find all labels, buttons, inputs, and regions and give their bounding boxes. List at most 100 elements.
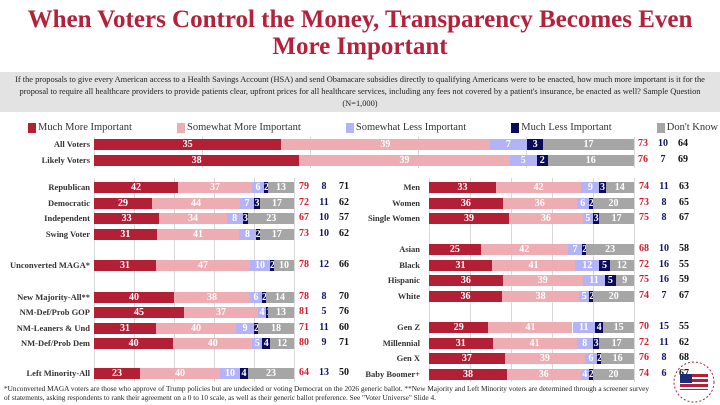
row-total: 55 xyxy=(679,321,689,332)
row-total: 62 xyxy=(339,228,349,239)
row-total: 81 xyxy=(299,306,309,317)
bar-segment-somewhat-more-important: 36 xyxy=(506,369,581,380)
row-total: 73 xyxy=(639,197,649,208)
row-total: 16 xyxy=(659,274,669,285)
row-label: Republican xyxy=(48,182,90,192)
row-label: Unconverted MAGA* xyxy=(9,260,90,270)
row-total: 73 xyxy=(299,228,309,239)
bar-segment-don-t-know: 16 xyxy=(601,353,634,364)
row-label: New Majority-All** xyxy=(17,292,90,302)
row-total: 73 xyxy=(638,138,648,149)
row-label: NM-Def/Prob Dem xyxy=(20,338,90,348)
bar-segment-much-less-important: 2 xyxy=(262,292,266,303)
bar-segment-somewhat-more-important: 41 xyxy=(488,322,573,333)
footnote: *Unconverted MAGA voters are those who a… xyxy=(4,384,649,402)
legend-item: Don't Know xyxy=(656,122,718,133)
bar-segment-much-more-important: 31 xyxy=(429,260,492,271)
row-total: 7 xyxy=(661,290,667,301)
bar-segment-somewhat-more-important: 42 xyxy=(495,182,582,193)
row-total: 79 xyxy=(299,181,309,192)
chart-legend: Much More Important Somewhat More Importa… xyxy=(28,122,718,133)
row-total: 59 xyxy=(679,274,689,285)
gridline xyxy=(294,178,295,382)
row-label: Likely Voters xyxy=(41,155,90,165)
bar-segment-somewhat-less-important: 5 xyxy=(252,338,263,349)
bar-segment-somewhat-more-important: 40 xyxy=(156,323,236,334)
legend-label: Don't Know xyxy=(666,122,718,133)
bar-segment-somewhat-more-important: 41 xyxy=(156,229,240,240)
bar-segment-somewhat-less-important: 5 xyxy=(509,155,537,166)
question-text: If the proposals to give every American … xyxy=(0,72,720,112)
gridline xyxy=(134,178,135,382)
bar-segment-much-more-important: 29 xyxy=(94,198,152,209)
bar-segment-much-more-important: 38 xyxy=(94,155,300,166)
bar-segment-much-less-important: 3 xyxy=(593,338,600,349)
row-label: Baby Boomer+ xyxy=(365,369,420,379)
bar-segment-much-less-important: 2 xyxy=(270,260,274,271)
row-total: 70 xyxy=(639,321,649,332)
bar-segment-much-more-important: 36 xyxy=(429,291,503,302)
bar-segment-somewhat-more-important: 39 xyxy=(504,353,585,364)
bar-segment-somewhat-more-important: 36 xyxy=(502,198,577,209)
bar-segment-don-t-know: 17 xyxy=(259,229,294,240)
row-total: 74 xyxy=(639,368,649,379)
bar-segment-much-more-important: 31 xyxy=(94,229,157,240)
bar-segment-somewhat-less-important: 6 xyxy=(250,292,262,303)
bar-segment-don-t-know: 23 xyxy=(248,368,294,379)
row-total: 15 xyxy=(659,321,669,332)
row-total: 76 xyxy=(339,306,349,317)
gridline xyxy=(254,178,255,382)
row-label: Black xyxy=(399,260,420,270)
bar-segment-don-t-know: 17 xyxy=(260,198,294,209)
bar-segment-much-less-important: 2 xyxy=(264,182,268,193)
legend-label: Somewhat More Important xyxy=(187,122,301,133)
row-label: White xyxy=(397,291,420,301)
row-total: 62 xyxy=(339,197,349,208)
bar-segment-much-more-important: 36 xyxy=(429,275,503,286)
row-total: 71 xyxy=(299,322,309,333)
gridline xyxy=(94,178,95,382)
bar-segment-somewhat-less-important: 6 xyxy=(252,182,264,193)
row-total: 68 xyxy=(639,243,649,254)
bar-segment-much-more-important: 37 xyxy=(429,353,505,364)
row-total: 67 xyxy=(299,212,309,223)
bar-segment-somewhat-less-important: 10 xyxy=(250,260,270,271)
bar-segment-don-t-know: 17 xyxy=(599,338,634,349)
row-total: 75 xyxy=(639,274,649,285)
row-total: 11 xyxy=(659,337,669,348)
row-total: 16 xyxy=(659,259,669,270)
row-label: Swing Voter xyxy=(45,229,90,239)
bar-segment-much-less-important: 2 xyxy=(254,323,258,334)
row-total: 65 xyxy=(679,197,689,208)
bar-segment-much-more-important: 33 xyxy=(94,213,160,224)
bar-segment-somewhat-more-important: 34 xyxy=(159,213,227,224)
row-total: 75 xyxy=(639,212,649,223)
gridline xyxy=(526,137,527,168)
row-total: 72 xyxy=(639,259,649,270)
row-label: Gen X xyxy=(396,353,420,363)
row-total: 50 xyxy=(339,367,349,378)
bar-segment-somewhat-more-important: 44 xyxy=(152,198,240,209)
row-total: 68 xyxy=(679,352,689,363)
bar-segment-much-more-important: 31 xyxy=(94,260,156,271)
bar-segment-somewhat-more-important: 37 xyxy=(184,307,258,318)
legend-swatch xyxy=(177,122,186,133)
bar-segment-much-more-important: 39 xyxy=(429,213,509,224)
row-label: Democratic xyxy=(47,198,90,208)
row-total: 58 xyxy=(679,243,689,254)
row-total: 67 xyxy=(679,290,689,301)
row-total: 8 xyxy=(661,197,667,208)
row-label: Gen Z xyxy=(397,322,420,332)
bar-segment-somewhat-less-important: 7 xyxy=(567,244,583,255)
bar-segment-don-t-know: 13 xyxy=(268,182,294,193)
bar-segment-much-more-important: 42 xyxy=(94,182,178,193)
row-total: 9 xyxy=(321,337,327,348)
gridline xyxy=(310,137,311,168)
bar-segment-much-more-important: 45 xyxy=(94,307,184,318)
bar-segment-don-t-know: 20 xyxy=(593,291,634,302)
gridline xyxy=(214,178,215,382)
legend-swatch xyxy=(656,122,665,133)
bar-segment-much-less-important: 3 xyxy=(242,213,249,224)
legend-item: Somewhat More Important xyxy=(177,122,301,133)
bar-segment-much-more-important: 40 xyxy=(94,292,174,303)
